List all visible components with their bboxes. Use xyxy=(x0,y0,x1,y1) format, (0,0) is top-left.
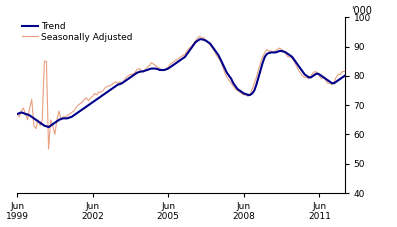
Legend: Trend, Seasonally Adjusted: Trend, Seasonally Adjusted xyxy=(18,18,137,45)
Text: '000: '000 xyxy=(351,5,372,15)
